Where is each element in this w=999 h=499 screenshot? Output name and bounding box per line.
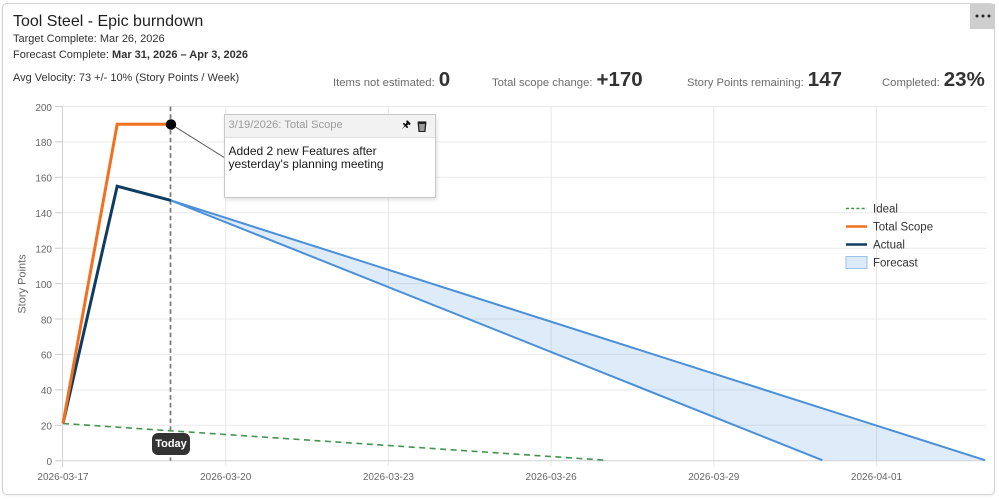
svg-text:Total Scope: Total Scope xyxy=(873,222,933,234)
svg-text:160: 160 xyxy=(35,174,52,185)
svg-text:Ideal: Ideal xyxy=(873,204,898,216)
svg-text:120: 120 xyxy=(35,245,52,256)
svg-text:140: 140 xyxy=(35,209,52,220)
svg-text:2026-03-23: 2026-03-23 xyxy=(363,472,415,483)
svg-text:Story Points: Story Points xyxy=(17,254,29,314)
svg-text:200: 200 xyxy=(35,103,52,114)
svg-text:40: 40 xyxy=(41,386,53,397)
svg-text:2026-04-01: 2026-04-01 xyxy=(851,472,903,483)
svg-text:0: 0 xyxy=(46,457,52,468)
svg-text:60: 60 xyxy=(41,351,53,362)
svg-text:2026-03-29: 2026-03-29 xyxy=(688,472,740,483)
svg-text:2026-03-26: 2026-03-26 xyxy=(526,472,578,483)
svg-text:Actual: Actual xyxy=(873,240,905,252)
svg-text:Forecast: Forecast xyxy=(873,258,919,270)
svg-text:80: 80 xyxy=(41,315,53,326)
svg-text:2026-03-17: 2026-03-17 xyxy=(37,472,89,483)
svg-text:2026-03-20: 2026-03-20 xyxy=(200,472,252,483)
svg-text:180: 180 xyxy=(35,138,52,149)
svg-text:20: 20 xyxy=(41,422,53,433)
svg-text:100: 100 xyxy=(35,280,52,291)
